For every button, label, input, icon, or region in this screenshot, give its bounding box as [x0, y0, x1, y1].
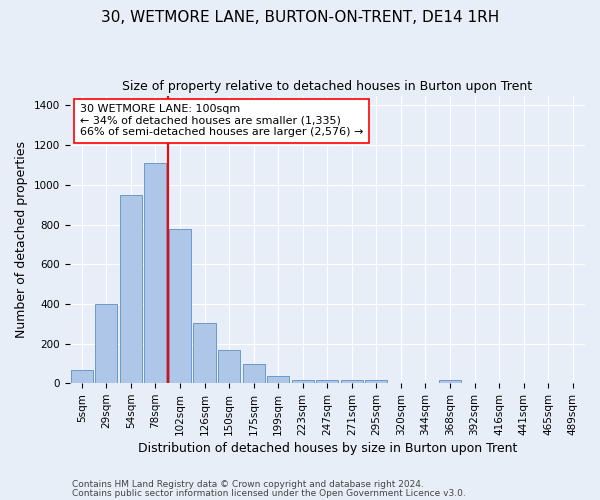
Bar	[316, 380, 338, 383]
Bar	[145, 163, 166, 383]
Text: 30, WETMORE LANE, BURTON-ON-TRENT, DE14 1RH: 30, WETMORE LANE, BURTON-ON-TRENT, DE14 …	[101, 10, 499, 25]
Bar	[365, 380, 388, 383]
Bar	[292, 380, 314, 383]
Text: Contains HM Land Registry data © Crown copyright and database right 2024.: Contains HM Land Registry data © Crown c…	[72, 480, 424, 489]
Bar	[193, 322, 215, 383]
Bar	[169, 230, 191, 383]
Title: Size of property relative to detached houses in Burton upon Trent: Size of property relative to detached ho…	[122, 80, 532, 93]
Bar	[95, 304, 118, 383]
Bar	[267, 376, 289, 383]
Bar	[242, 364, 265, 383]
Text: Contains public sector information licensed under the Open Government Licence v3: Contains public sector information licen…	[72, 488, 466, 498]
Bar	[120, 194, 142, 383]
Text: 30 WETMORE LANE: 100sqm
← 34% of detached houses are smaller (1,335)
66% of semi: 30 WETMORE LANE: 100sqm ← 34% of detache…	[80, 104, 363, 138]
Bar	[439, 380, 461, 383]
Bar	[71, 370, 93, 383]
Bar	[218, 350, 240, 383]
Y-axis label: Number of detached properties: Number of detached properties	[15, 141, 28, 338]
X-axis label: Distribution of detached houses by size in Burton upon Trent: Distribution of detached houses by size …	[137, 442, 517, 455]
Bar	[341, 380, 363, 383]
